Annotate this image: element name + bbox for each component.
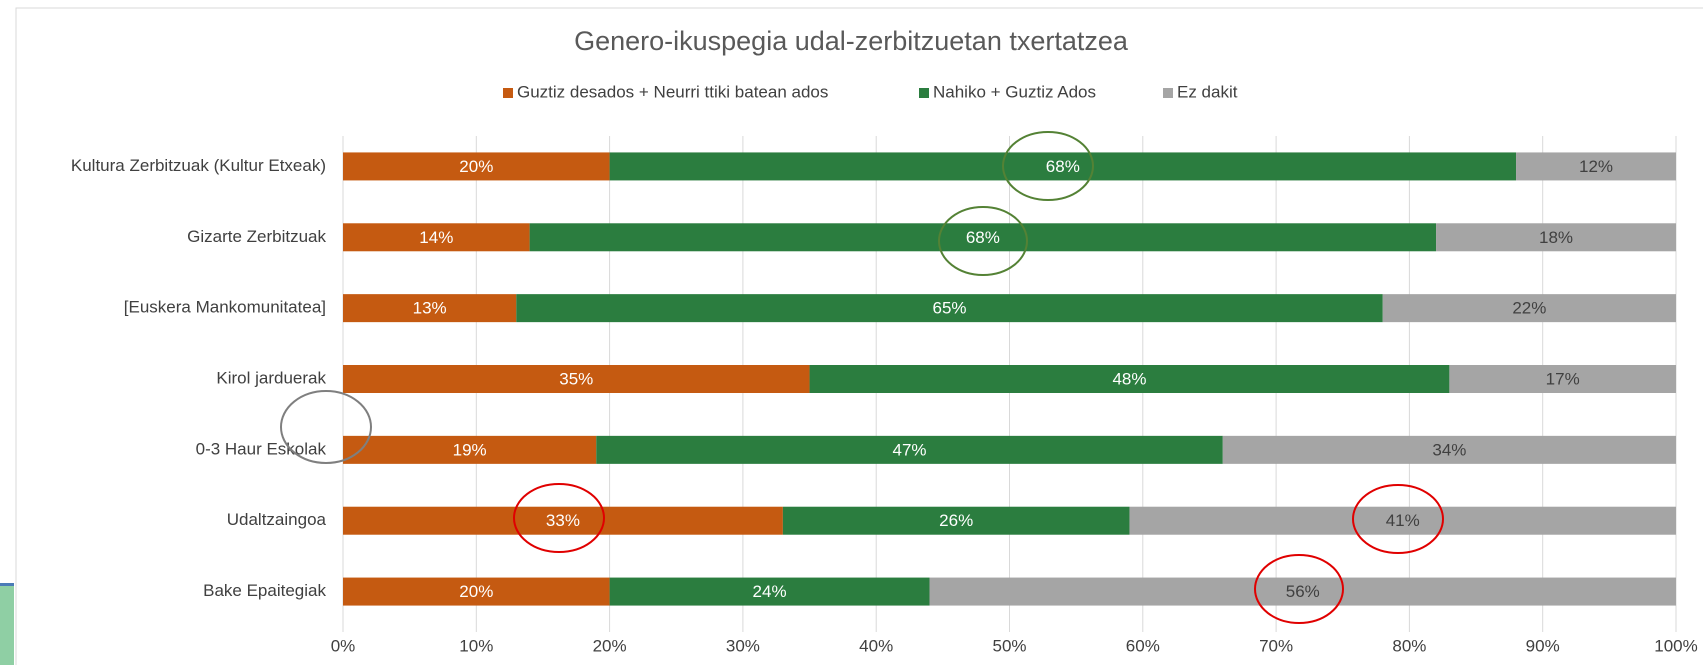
annotation-circle [938,206,1028,276]
annotation-circle [1254,554,1344,624]
bar-segment [343,577,610,606]
annotation-circle [513,483,605,553]
legend-swatch [1163,88,1173,98]
annotation-circle [1352,484,1444,554]
data-label: 12% [1579,157,1613,176]
legend-swatch [503,88,513,98]
chart-border [15,7,1703,665]
bar-segment [609,152,1517,181]
legend-label: Guztiz desados + Neurri ttiki batean ado… [517,82,828,101]
x-tick-label: 70% [1259,636,1293,655]
legend-swatch [919,88,929,98]
x-tick-label: 20% [593,636,627,655]
data-label: 47% [893,440,927,459]
data-label: 20% [459,157,493,176]
x-tick-label: 10% [459,636,493,655]
bar-segment [596,435,1223,464]
bar-segment [1222,435,1676,464]
data-label: 68% [1046,157,1080,176]
bar-segment [343,152,610,181]
x-tick-label: 30% [726,636,760,655]
x-tick-label: 100% [1654,636,1697,655]
data-label: 26% [939,511,973,530]
data-label: 48% [1112,369,1146,388]
bar-segment [1129,506,1676,535]
bar-segment [343,223,530,252]
annotations [280,131,1444,624]
bar-segment [1436,223,1676,252]
data-label: 17% [1546,369,1580,388]
x-tick-label: 50% [992,636,1026,655]
data-label: 65% [932,299,966,318]
annotation-circle [280,390,372,464]
bar-segment [1516,152,1676,181]
bar-segment [609,577,930,606]
data-label: 18% [1539,228,1573,247]
data-label: 56% [1286,582,1320,601]
x-tick-label: 40% [859,636,893,655]
data-label: 22% [1512,299,1546,318]
y-tick-label: Gizarte Zerbitzuak [187,227,326,246]
bar-segment [343,365,810,393]
data-label: 34% [1432,440,1466,459]
data-label: 41% [1386,511,1420,530]
y-tick-label: Kultura Zerbitzuak (Kultur Etxeak) [71,156,326,175]
legend-label: Nahiko + Guztiz Ados [933,82,1096,101]
data-label: 33% [546,511,580,530]
data-label: 35% [559,369,593,388]
data-label: 24% [753,582,787,601]
bar-segment [1449,365,1676,393]
x-tick-label: 60% [1126,636,1160,655]
bar-segment [529,223,1437,252]
bar-segment [929,577,1676,606]
y-tick-label: Bake Epaitegiak [203,581,326,600]
data-label: 13% [413,299,447,318]
legend-label: Ez dakit [1177,82,1238,101]
bar-segment [343,506,783,535]
x-tick-label: 90% [1526,636,1560,655]
x-tick-label: 80% [1392,636,1426,655]
y-tick-label: Udaltzaingoa [227,510,327,529]
y-tick-label: [Euskera Mankomunitatea] [124,298,326,317]
chart-title: Genero-ikuspegia udal-zerbitzuetan txert… [574,26,1129,56]
y-tick-label: 0-3 Haur Eskolak [196,439,327,458]
data-label: 20% [459,582,493,601]
data-label: 68% [966,228,1000,247]
data-label: 19% [453,440,487,459]
bar-segment [809,365,1450,393]
bar-segment [782,506,1130,535]
side-fragment [0,583,14,665]
legend: Guztiz desados + Neurri ttiki batean ado… [503,82,1238,101]
data-label: 14% [419,228,453,247]
bar-segment [1382,294,1676,323]
side-fragment-edge [0,583,14,586]
bar-segment [343,294,517,323]
plot-area: 0% 10% 20% 30% 40% 50% 60% 70% 80% 90% 100% Kultura… [71,136,1698,655]
annotation-circle [1002,131,1094,201]
bar-segment [516,294,1383,323]
x-tick-label: 0% [331,636,356,655]
bar-segment [343,435,597,464]
y-tick-label: Kirol jarduerak [216,368,326,387]
